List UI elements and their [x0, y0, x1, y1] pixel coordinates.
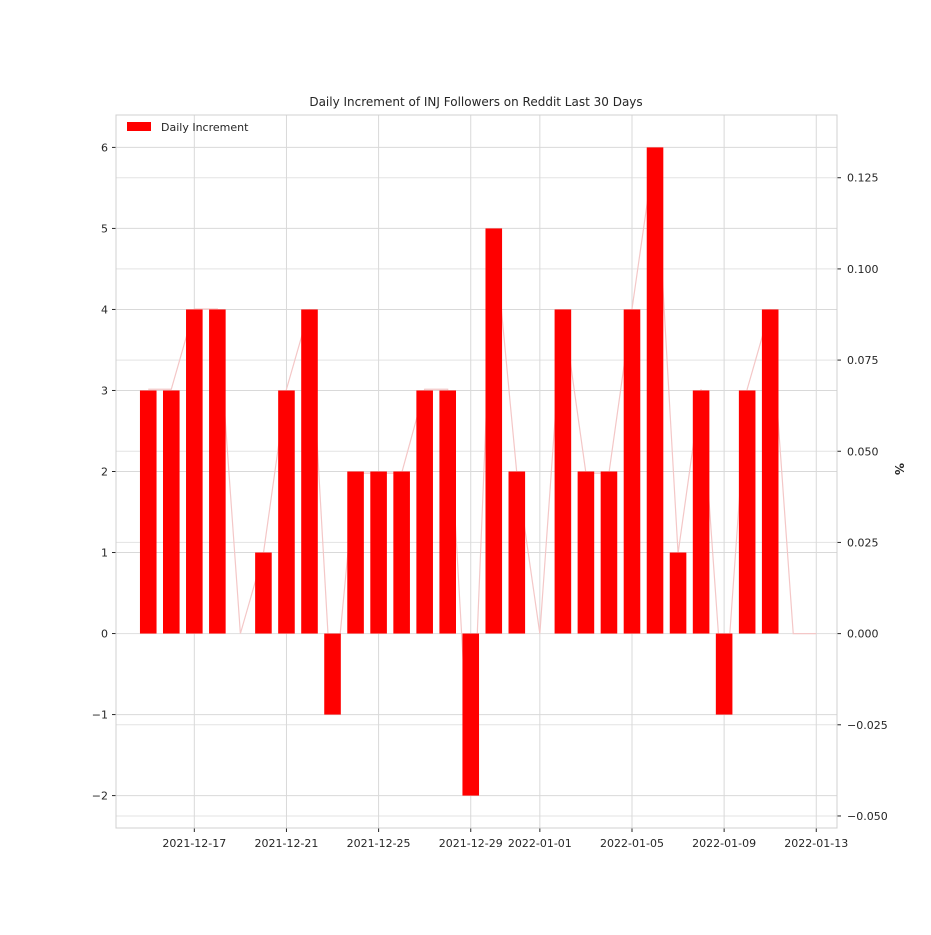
x-tick-label: 2022-01-01: [508, 837, 572, 850]
x-tick-label: 2022-01-13: [784, 837, 848, 850]
bar: [301, 309, 318, 634]
y2-tick-label: 0.050: [847, 445, 879, 458]
x-tick-label: 2022-01-09: [692, 837, 756, 850]
y-tick-label: −2: [92, 790, 108, 803]
y-tick-label: 3: [101, 384, 108, 397]
right-axis-label: %: [892, 463, 906, 475]
legend-label-daily-increment: Daily Increment: [161, 121, 249, 134]
bar: [715, 633, 733, 715]
y2-tick-label: 0.100: [847, 263, 879, 276]
x-tick-label: 2021-12-21: [254, 837, 318, 850]
bars-layer: [139, 147, 779, 796]
y-tick-label: 6: [101, 141, 108, 154]
y2-tick-label: −0.025: [847, 719, 888, 732]
bar: [162, 390, 180, 634]
y2-tick-label: 0.125: [847, 172, 879, 185]
bar: [623, 309, 641, 634]
x-tick-label: 2021-12-25: [347, 837, 411, 850]
bar: [186, 309, 203, 634]
bar: [646, 147, 664, 634]
axes: [112, 114, 841, 832]
bar: [485, 228, 503, 634]
bar: [370, 471, 387, 634]
x-tick-label: 2021-12-29: [439, 837, 503, 850]
bar: [139, 390, 157, 634]
bar: [508, 471, 526, 634]
plot-frame: [115, 114, 838, 829]
bar: [761, 309, 779, 634]
bar: [554, 309, 572, 634]
bar: [462, 633, 480, 796]
bar: [692, 390, 710, 634]
bar: [577, 471, 595, 634]
bar: [347, 471, 364, 634]
bar: [669, 552, 687, 634]
chart-title: Daily Increment of INJ Followers on Redd…: [309, 95, 642, 109]
bar: [439, 390, 456, 634]
bar: [600, 471, 618, 634]
y-tick-label: −1: [92, 709, 108, 722]
legend: Daily Increment: [127, 121, 249, 134]
y2-tick-label: 0.000: [847, 628, 879, 641]
y-tick-label: 4: [101, 303, 108, 316]
bar: [278, 390, 295, 634]
x-tick-label: 2021-12-17: [162, 837, 226, 850]
y-tick-label: 1: [101, 547, 108, 560]
bar: [324, 633, 341, 715]
y-tick-label: 2: [101, 466, 108, 479]
bar: [255, 552, 272, 634]
y-tick-label: 5: [101, 222, 108, 235]
bar: [738, 390, 756, 634]
bar: [416, 390, 433, 634]
bar: [209, 309, 226, 634]
bar: [393, 471, 410, 634]
y2-tick-label: 0.075: [847, 354, 879, 367]
y2-tick-label: 0.025: [847, 536, 879, 549]
legend-swatch-daily-increment: [127, 122, 151, 131]
y-tick-label: 0: [101, 628, 108, 641]
x-tick-label: 2022-01-05: [600, 837, 664, 850]
y2-tick-label: −0.050: [847, 810, 888, 823]
tick-labels: −2 −1 0 1 2 3 4 5 6 −0.050 −0.025 0.000 0.025 0.050 0.…: [92, 141, 888, 850]
